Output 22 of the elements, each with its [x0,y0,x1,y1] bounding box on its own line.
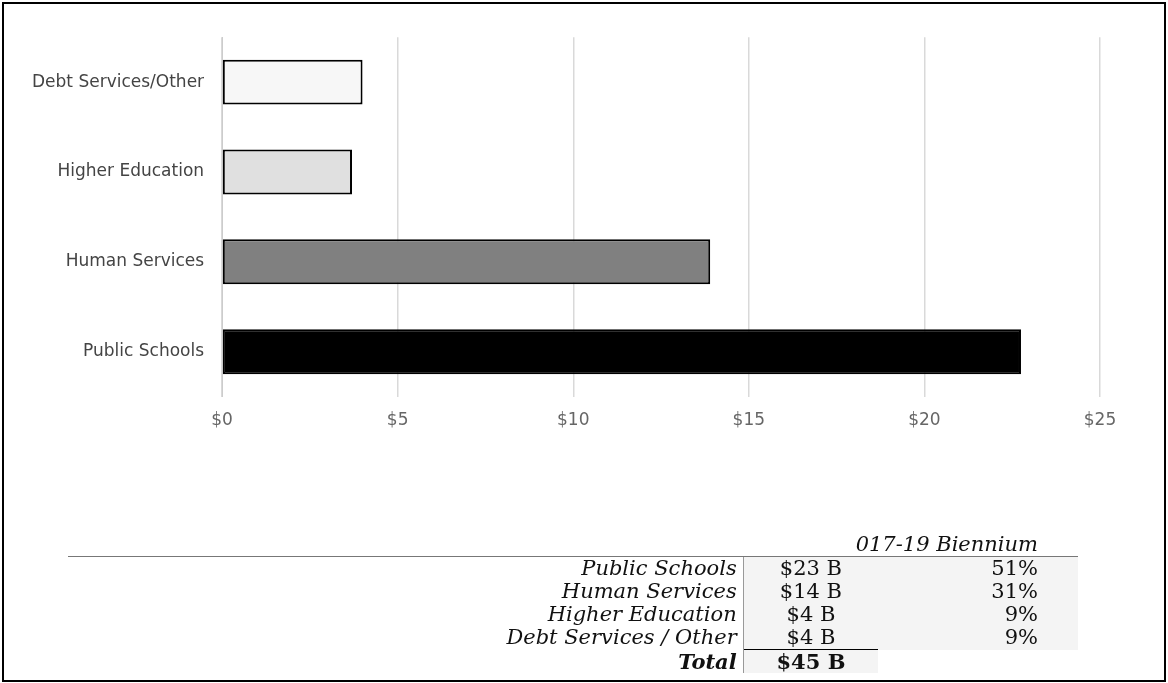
text: 51% [878,556,1078,580]
y-tick-label: Debt Services/Other [32,70,205,91]
x-tick-label: $20 [908,409,941,430]
x-tick-label: $5 [386,409,409,430]
y-tick-label: Higher Education [57,160,205,181]
text: 9% [878,602,1078,626]
text: 31% [878,579,1078,603]
text: $14 B [743,579,879,603]
y-tick-label: Public Schools [83,340,205,361]
text: $4 B [743,602,879,626]
text: $4 B [743,625,879,650]
x-tick-label: $10 [557,409,590,430]
text: $23 B [743,556,879,580]
text: $45 B [743,649,879,674]
text: 017-19 Biennium [743,532,1078,557]
y-tick-label: Human Services [65,250,205,271]
text: 9% [878,625,1078,650]
text: Debt Services / Other [68,625,744,650]
x-tick-label: $25 [1083,409,1117,430]
x-tick-label: $0 [211,409,233,430]
x-tick-label: $15 [732,409,766,430]
text: Total [68,648,744,674]
